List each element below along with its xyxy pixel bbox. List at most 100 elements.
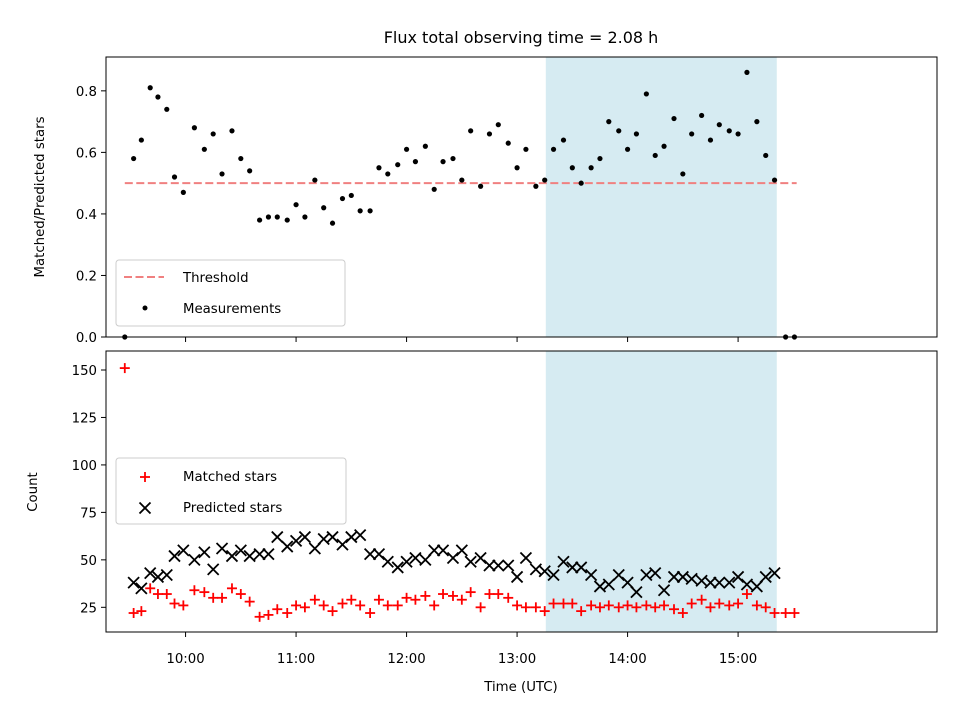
- predicted-star-point: [160, 568, 173, 582]
- predicted-star-point: [584, 568, 598, 582]
- matched-star-point: [410, 594, 421, 605]
- measurement-point: [505, 140, 511, 146]
- matched-star-point: [282, 608, 293, 619]
- x-tick-label: 14:00: [608, 652, 646, 667]
- legend-measurements-swatch: [142, 305, 148, 311]
- matched-star-point: [733, 598, 744, 609]
- predicted-star-point: [234, 544, 247, 557]
- measurement-point: [147, 85, 153, 91]
- matched-star-point: [355, 600, 366, 611]
- predicted-star-point: [419, 553, 432, 566]
- measurement-point: [367, 208, 373, 214]
- matched-star-point: [161, 589, 172, 600]
- measurement-point: [302, 214, 308, 220]
- matched-star-point: [696, 594, 707, 605]
- measurement-point: [633, 131, 640, 137]
- measurement-point: [138, 137, 144, 143]
- top-legend-box: [115, 259, 346, 327]
- measurement-point: [606, 119, 612, 125]
- predicted-star-point: [177, 544, 190, 557]
- measurement-point: [293, 202, 299, 208]
- matched-star-point: [420, 590, 431, 601]
- measurement-points: [122, 69, 798, 340]
- measurement-point: [652, 152, 658, 159]
- measurement-point: [597, 155, 603, 162]
- measurement-point: [265, 214, 272, 220]
- predicted-star-point: [464, 555, 477, 568]
- measurement-point: [257, 217, 263, 223]
- predicted-star-point: [298, 530, 312, 544]
- matched-star-point: [309, 594, 320, 605]
- matched-star-point: [392, 600, 403, 611]
- measurement-point: [661, 143, 667, 149]
- matched-star-point: [705, 602, 716, 613]
- matched-star-point: [365, 608, 376, 619]
- matched-star-point: [539, 606, 550, 617]
- measurement-point: [395, 162, 401, 168]
- predicted-star-point: [400, 555, 413, 568]
- matched-star-point: [613, 602, 624, 613]
- measurement-point: [450, 155, 456, 162]
- matched-star-point: [373, 594, 384, 605]
- measurement-point: [385, 171, 391, 177]
- matched-star-point: [226, 583, 237, 594]
- measurement-point: [624, 146, 631, 152]
- matched-star-point: [567, 598, 578, 609]
- predicted-star-point: [253, 548, 266, 561]
- legend-predicted-swatch: [138, 501, 152, 515]
- measurement-point: [550, 146, 557, 152]
- matched-star-point: [760, 602, 771, 613]
- bottom-legend: Matched stars Predicted stars: [115, 457, 347, 525]
- measurement-point: [735, 131, 741, 137]
- matched-star-point: [318, 600, 329, 611]
- matched-star-point: [429, 600, 440, 611]
- x-axis-label: Time (UTC): [483, 680, 558, 695]
- matched-star-point: [152, 589, 163, 600]
- predicted-star-point: [271, 530, 284, 544]
- matched-star-point: [503, 592, 514, 603]
- measurement-point: [431, 186, 437, 192]
- matched-star-point: [337, 598, 348, 609]
- predicted-star-point: [657, 584, 671, 597]
- predicted-star-point: [215, 542, 229, 555]
- predicted-star-point: [492, 559, 505, 572]
- bottom-y-tick-label: 125: [72, 411, 97, 426]
- top-y-tick-label: 0.4: [76, 208, 97, 223]
- matched-star-point: [136, 606, 147, 617]
- matched-star-point: [548, 598, 559, 609]
- matched-star-point: [558, 598, 569, 609]
- measurement-point: [478, 183, 484, 189]
- measurement-point: [707, 137, 714, 143]
- x-tick-label: 13:00: [498, 652, 536, 667]
- bottom-observing-window-shade: [545, 351, 777, 632]
- matched-star-point: [128, 608, 139, 619]
- measurement-point: [180, 189, 186, 195]
- matched-star-point: [751, 600, 762, 611]
- top-x-ticks: [185, 337, 739, 342]
- predicted-star-point: [326, 530, 339, 544]
- bottom-y-tick-label: 150: [72, 364, 97, 379]
- measurement-point: [155, 94, 161, 100]
- top-axes-frame: [105, 56, 938, 338]
- measurement-point: [569, 165, 575, 171]
- predicted-star-point: [127, 576, 140, 589]
- bottom-y-tick-label: 25: [80, 601, 97, 616]
- predicted-star-point: [621, 576, 634, 589]
- measurement-point: [578, 180, 584, 186]
- predicted-star-point: [198, 546, 211, 559]
- measurement-point: [403, 146, 410, 152]
- measurement-point: [588, 165, 594, 171]
- predicted-star-point: [704, 576, 717, 589]
- matched-star-point: [668, 604, 679, 615]
- x-tick-label: 15:00: [719, 652, 757, 667]
- measurement-point: [201, 146, 207, 152]
- measurement-point: [247, 168, 253, 174]
- predicted-star-point: [557, 555, 570, 568]
- measurement-point: [131, 155, 137, 162]
- predicted-star-point: [225, 549, 239, 563]
- measurement-point: [440, 159, 446, 165]
- measurement-point: [284, 217, 290, 223]
- predicted-star-point: [768, 567, 781, 580]
- measurement-point: [514, 165, 520, 171]
